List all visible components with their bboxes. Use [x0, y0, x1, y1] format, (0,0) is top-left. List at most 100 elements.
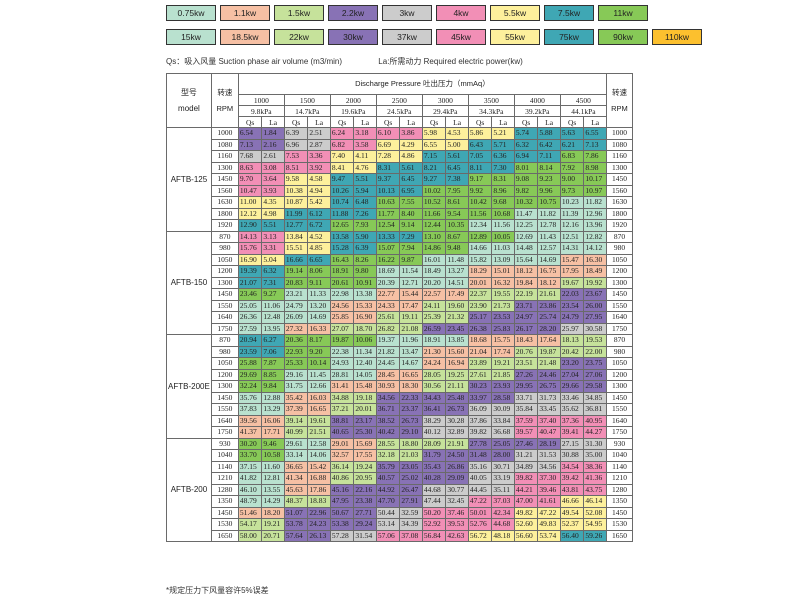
qs-value: 19.39 [237, 265, 263, 278]
qs-value: 41.37 [237, 426, 263, 439]
table-row: AFTB-200E 870 20.94 6.27 20.36 8.17 19.87 10.06… [166, 334, 634, 439]
qs-value: 12.90 [237, 219, 263, 232]
qs-value: 24.79 [283, 299, 309, 312]
rpm-cell-right: 1640 [605, 414, 634, 427]
qs-value: 29.16 [283, 368, 309, 381]
qs-value: 45.63 [283, 483, 309, 496]
la-value: 16.65 [307, 403, 331, 416]
rpm-cell: 980 [210, 242, 239, 255]
qs-value: 8.11 [467, 161, 493, 174]
la-value: 12.48 [261, 311, 285, 324]
qs-value: 34.88 [329, 391, 355, 404]
legend-chip: 30kw [328, 29, 378, 45]
pressure-kpa: 14.7kPa [283, 105, 331, 117]
legend-chip: 2.2kw [328, 5, 378, 21]
la-value: 17.64 [537, 334, 561, 347]
qs-value: 11.77 [375, 207, 401, 220]
la-value: 32.59 [399, 506, 423, 519]
qs-value: 28.09 [421, 437, 447, 450]
qs-value: 40.28 [421, 472, 447, 485]
la-value: 11.96 [399, 334, 423, 347]
la-value: 30.58 [583, 322, 607, 335]
qs-value: 27.04 [559, 368, 585, 381]
qs-value: 13.58 [329, 230, 355, 243]
qs-value: 9.37 [375, 173, 401, 186]
qs-value: 37.15 [237, 460, 263, 473]
la-value: 23.93 [491, 380, 515, 393]
rpm-header-right-cn: 转速 [611, 87, 627, 97]
la-value: 14.69 [307, 311, 331, 324]
qs-note: Qs：吸入风量 Suction phase air volume (m3/min… [166, 57, 343, 66]
qs-value: 53.78 [283, 518, 309, 531]
la-value: 9.68 [491, 196, 515, 209]
rpm-header-en: RPM [216, 103, 234, 113]
qs-value: 14.48 [513, 242, 539, 255]
qs-value: 27.59 [237, 322, 263, 335]
la-value: 29.10 [399, 426, 423, 439]
qs-value: 19.37 [375, 334, 401, 347]
la-label: La [537, 116, 561, 128]
qs-value: 18.69 [375, 265, 401, 278]
la-value: 25.74 [537, 311, 561, 324]
table-row: AFTB-125 1000 6.54 1.84 6.39 2.51 6.24 3.18 6.10… [166, 127, 634, 232]
la-value: 21.03 [399, 449, 423, 462]
qs-value: 8.01 [513, 161, 539, 174]
qs-value: 26.17 [513, 322, 539, 335]
la-value: 13.20 [307, 299, 331, 312]
qs-label: Qs [513, 116, 539, 128]
la-value: 5.71 [491, 138, 515, 151]
qs-value: 15.07 [375, 242, 401, 255]
rpm-cell: 1000 [210, 127, 239, 140]
qs-value: 10.26 [329, 184, 355, 197]
qs-value: 44.21 [513, 483, 539, 496]
qs-value: 53.38 [329, 518, 355, 531]
la-value: 18.70 [353, 322, 377, 335]
la-value: 25.02 [399, 472, 423, 485]
qs-value: 41.34 [283, 472, 309, 485]
la-value: 30.09 [491, 403, 515, 416]
la-value: 27.95 [583, 311, 607, 324]
qs-value: 6.39 [283, 127, 309, 140]
la-value: 32.45 [445, 495, 469, 508]
table-row: 1140 37.15 11.60 36.65 15.42 36.14 19.24 35.79 2… [167, 460, 634, 473]
la-value: 19.21 [261, 518, 285, 531]
qs-value: 57.28 [329, 529, 355, 542]
pressure-mmaq: 4000 [513, 94, 561, 106]
pressure-kpa: 19.6kPa [329, 105, 377, 117]
qs-value: 22.77 [375, 288, 401, 301]
la-value: 9.48 [445, 242, 469, 255]
la-value: 13.27 [445, 265, 469, 278]
la-value: 4.85 [307, 242, 331, 255]
qs-value: 24.97 [513, 311, 539, 324]
la-value: 29.09 [445, 472, 469, 485]
table-row: 1210 41.82 12.81 41.34 16.88 40.86 20.95 40.57 2… [167, 472, 634, 485]
rpm-cell-right: 980 [605, 345, 634, 358]
qs-value: 15.82 [467, 253, 493, 266]
la-value: 44.27 [583, 426, 607, 439]
qs-value: 19.14 [283, 265, 309, 278]
la-value: 6.27 [261, 334, 285, 347]
qs-value: 12.77 [283, 219, 309, 232]
la-value: 19.53 [583, 334, 607, 347]
la-value: 11.56 [491, 219, 515, 232]
performance-body: AFTB-125 1000 6.54 1.84 6.39 2.51 6.24 3.18 6.10… [166, 127, 634, 542]
la-value: 19.25 [445, 368, 469, 381]
la-value: 19.87 [537, 345, 561, 358]
la-value: 48.18 [491, 529, 515, 542]
la-value: 41.36 [583, 472, 607, 485]
qs-value: 19.84 [513, 276, 539, 289]
qs-value: 7.68 [237, 150, 263, 163]
la-value: 27.06 [583, 368, 607, 381]
rpm-cell: 1640 [210, 414, 239, 427]
la-value: 8.61 [445, 196, 469, 209]
legend-chip: 3kw [382, 5, 432, 21]
rpm-cell-right: 1530 [605, 518, 634, 531]
qs-value: 44.45 [467, 483, 493, 496]
la-value: 8.14 [537, 161, 561, 174]
la-value: 5.51 [261, 219, 285, 232]
rpm-cell: 1550 [210, 299, 239, 312]
qs-value: 51.46 [237, 506, 263, 519]
qs-value: 9.27 [421, 173, 447, 186]
table-row: 1450 23.46 9.27 23.21 11.33 22.98 13.38 22.77 15… [167, 288, 634, 301]
qs-label: Qs [559, 116, 585, 128]
